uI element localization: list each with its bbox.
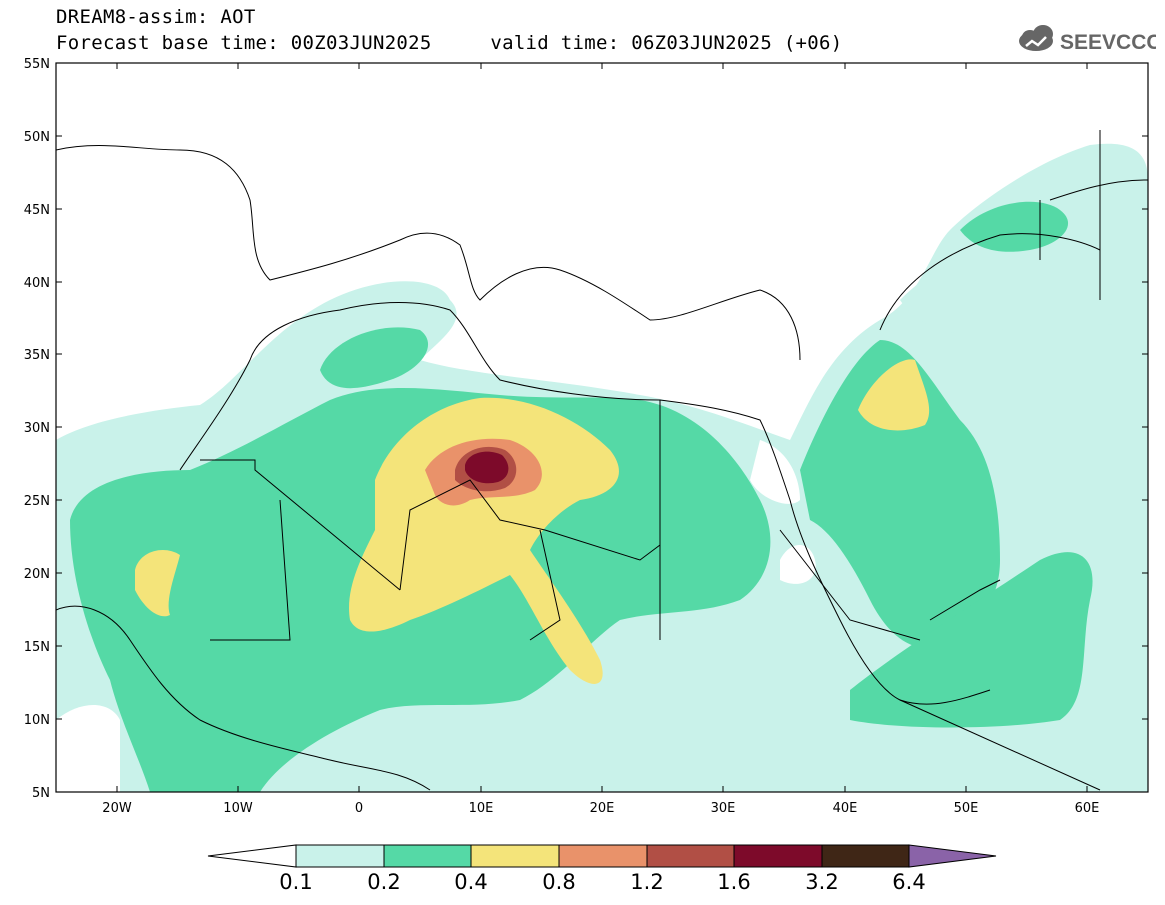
lat-tick-label: 30N — [24, 421, 50, 436]
aot-field — [56, 143, 1148, 792]
colorbar-label: 0.1 — [279, 870, 313, 894]
logo-text: SEEVCCC — [1060, 31, 1156, 54]
colorbar-bin — [295, 844, 385, 868]
colorbar-label: 0.4 — [454, 870, 488, 894]
lon-tick-label: 20E — [590, 801, 615, 816]
colorbar-bin — [558, 844, 648, 868]
colorbar-label: 0.8 — [542, 870, 576, 894]
title-line-1: DREAM8-assim: AOT — [56, 6, 256, 28]
lat-tick-label: 45N — [24, 203, 50, 218]
lon-tick-label: 20W — [102, 801, 132, 816]
colorbar-bin — [383, 844, 472, 868]
aot-contour-1.6 — [465, 451, 509, 484]
colorbar-low-arrow — [207, 844, 297, 868]
aot-contour-0.2-north — [320, 327, 429, 389]
seevccc-logo: SEEVCCC — [1019, 25, 1156, 54]
colorbar-label: 6.4 — [892, 870, 926, 894]
colorbar — [207, 844, 997, 868]
aot-gap — [780, 545, 816, 584]
colorbar-label: 1.6 — [717, 870, 751, 894]
lon-tick-label: 0 — [355, 801, 363, 816]
lon-tick-label: 50E — [954, 801, 979, 816]
aot-contour-0.4-west — [135, 550, 180, 617]
lon-axis: 20W 10W 0 10E 20E 30E 40E 50E 60E — [102, 63, 1099, 816]
colorbar-bin — [470, 844, 560, 868]
lat-tick-label: 5N — [32, 786, 50, 801]
coastlines — [56, 130, 1148, 791]
lon-tick-label: 10E — [469, 801, 494, 816]
lat-tick-label: 10N — [24, 713, 50, 728]
aot-gap — [750, 440, 800, 504]
aot-contour-0.4-iraq — [858, 359, 930, 431]
lat-tick-label: 15N — [24, 640, 50, 655]
lat-tick-label: 25N — [24, 494, 50, 509]
title-line-2: Forecast base time: 00Z03JUN2025 valid t… — [56, 32, 843, 54]
lon-tick-label: 40E — [833, 801, 858, 816]
colorbar-bin — [821, 844, 910, 868]
aot-contour-0.4 — [349, 397, 619, 684]
aot-contour-0.2-arabia — [800, 340, 1000, 648]
lat-tick-label: 35N — [24, 348, 50, 363]
colorbar-bin — [733, 844, 823, 868]
colorbar-high-arrow — [908, 844, 997, 868]
colorbar-bin — [646, 844, 735, 868]
lat-tick-label: 50N — [24, 130, 50, 145]
lat-axis: 5N 10N 15N 20N 25N 30N 35N 40N 45N 50N 5… — [24, 57, 1148, 801]
lat-tick-label: 20N — [24, 567, 50, 582]
lon-tick-label: 30E — [711, 801, 736, 816]
colorbar-label: 3.2 — [805, 870, 839, 894]
lon-tick-label: 60E — [1075, 801, 1100, 816]
aot-contour-0.2-sea — [850, 552, 1093, 728]
lon-tick-label: 10W — [223, 801, 253, 816]
colorbar-label: 1.2 — [630, 870, 664, 894]
aot-gap — [56, 705, 120, 792]
lat-tick-label: 40N — [24, 276, 50, 291]
cloud-icon — [1019, 25, 1053, 51]
colorbar-label: 0.2 — [367, 870, 401, 894]
lat-tick-label: 55N — [24, 57, 50, 72]
aot-contour-0.1-east — [900, 200, 1148, 334]
